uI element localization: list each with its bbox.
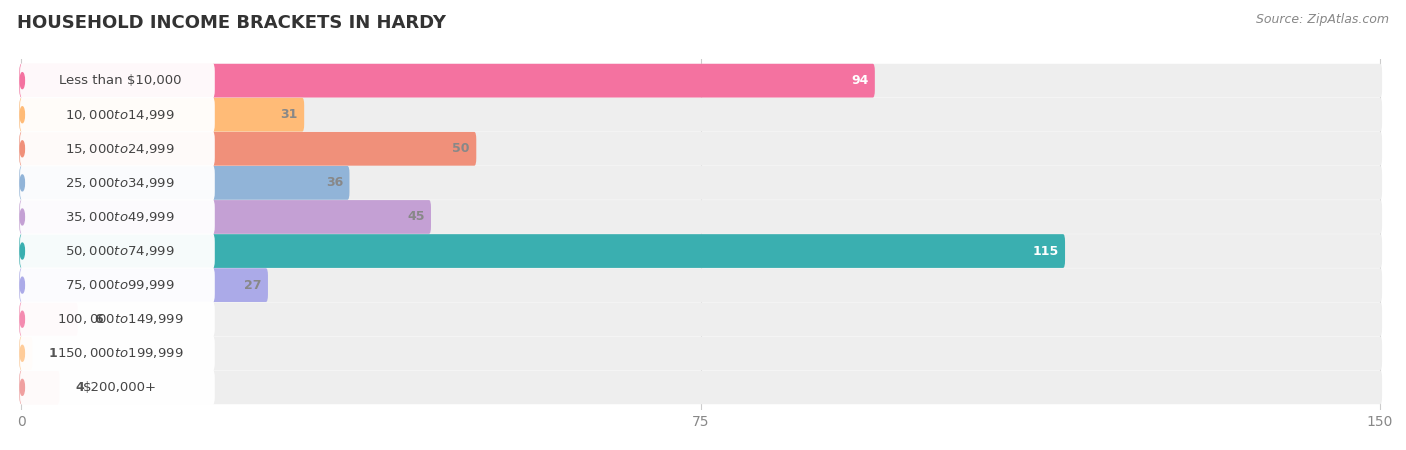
FancyBboxPatch shape <box>20 98 1382 131</box>
Text: $50,000 to $74,999: $50,000 to $74,999 <box>65 244 174 258</box>
FancyBboxPatch shape <box>20 370 1382 404</box>
Text: 31: 31 <box>280 108 298 121</box>
FancyBboxPatch shape <box>20 336 215 371</box>
FancyBboxPatch shape <box>20 63 215 98</box>
Circle shape <box>20 73 24 89</box>
Text: Source: ZipAtlas.com: Source: ZipAtlas.com <box>1256 14 1389 27</box>
Text: $100,000 to $149,999: $100,000 to $149,999 <box>56 312 183 326</box>
FancyBboxPatch shape <box>20 234 215 269</box>
FancyBboxPatch shape <box>20 234 1064 268</box>
FancyBboxPatch shape <box>20 268 215 303</box>
Circle shape <box>20 243 24 259</box>
Text: $200,000+: $200,000+ <box>83 381 157 394</box>
FancyBboxPatch shape <box>20 64 1382 98</box>
Text: 50: 50 <box>453 142 470 155</box>
Text: $15,000 to $24,999: $15,000 to $24,999 <box>65 142 174 156</box>
Text: 1: 1 <box>49 347 58 360</box>
Text: $35,000 to $49,999: $35,000 to $49,999 <box>65 210 174 224</box>
FancyBboxPatch shape <box>20 200 432 234</box>
FancyBboxPatch shape <box>20 200 1382 234</box>
FancyBboxPatch shape <box>20 199 215 234</box>
FancyBboxPatch shape <box>20 166 350 200</box>
FancyBboxPatch shape <box>20 97 215 132</box>
Text: $150,000 to $199,999: $150,000 to $199,999 <box>56 346 183 360</box>
Text: 94: 94 <box>851 74 869 87</box>
Circle shape <box>20 107 24 123</box>
Text: 115: 115 <box>1032 244 1059 257</box>
Text: 27: 27 <box>243 279 262 292</box>
Circle shape <box>20 311 24 327</box>
Circle shape <box>20 277 24 293</box>
Text: 45: 45 <box>406 211 425 224</box>
FancyBboxPatch shape <box>20 131 215 166</box>
FancyBboxPatch shape <box>20 98 304 131</box>
FancyBboxPatch shape <box>20 302 77 336</box>
Circle shape <box>20 141 24 157</box>
FancyBboxPatch shape <box>20 64 875 98</box>
Text: 36: 36 <box>326 176 343 189</box>
Circle shape <box>20 175 24 191</box>
FancyBboxPatch shape <box>20 337 32 370</box>
Text: $25,000 to $34,999: $25,000 to $34,999 <box>65 176 174 190</box>
FancyBboxPatch shape <box>20 268 1382 302</box>
FancyBboxPatch shape <box>20 370 215 405</box>
Text: $75,000 to $99,999: $75,000 to $99,999 <box>65 278 174 292</box>
Circle shape <box>20 379 24 395</box>
FancyBboxPatch shape <box>20 166 1382 200</box>
FancyBboxPatch shape <box>20 165 215 200</box>
FancyBboxPatch shape <box>20 337 1382 370</box>
FancyBboxPatch shape <box>20 302 215 337</box>
FancyBboxPatch shape <box>20 132 477 166</box>
Text: Less than $10,000: Less than $10,000 <box>59 74 181 87</box>
FancyBboxPatch shape <box>20 302 1382 336</box>
Text: $10,000 to $14,999: $10,000 to $14,999 <box>65 108 174 122</box>
Text: 6: 6 <box>94 313 103 326</box>
Circle shape <box>20 209 24 225</box>
Text: 4: 4 <box>76 381 84 394</box>
FancyBboxPatch shape <box>20 268 269 302</box>
FancyBboxPatch shape <box>20 132 1382 166</box>
Text: HOUSEHOLD INCOME BRACKETS IN HARDY: HOUSEHOLD INCOME BRACKETS IN HARDY <box>17 14 446 32</box>
FancyBboxPatch shape <box>20 370 59 404</box>
FancyBboxPatch shape <box>20 234 1382 268</box>
Circle shape <box>20 345 24 361</box>
